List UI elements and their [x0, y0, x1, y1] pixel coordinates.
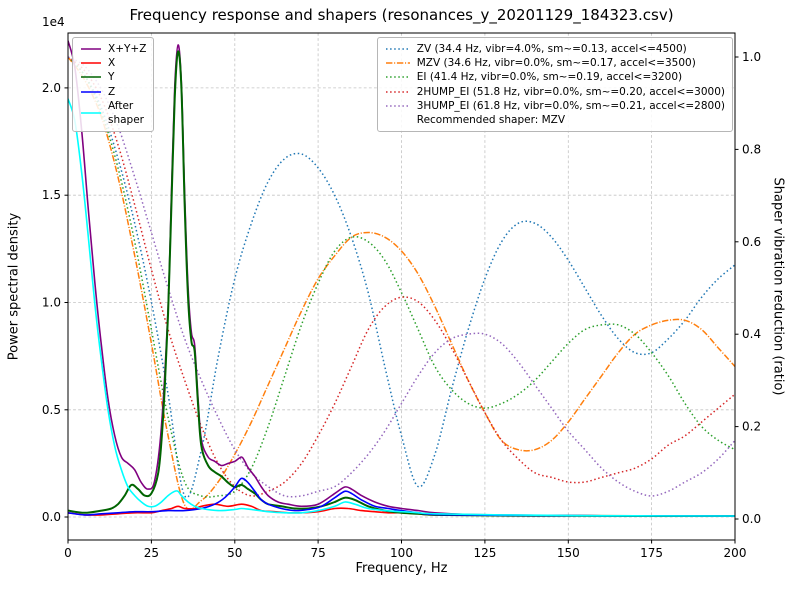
curve-ei	[68, 56, 735, 498]
curve-3hump-ei	[68, 56, 735, 498]
y-left-tick-label: 2.0	[42, 81, 61, 95]
legend-item-3hump-ei: 3HUMP_EI (61.8 Hz, vibr=0.0%, sm~=0.21, …	[385, 99, 725, 113]
legend-line-swatch	[81, 62, 101, 65]
legend-label: 2HUMP_EI (51.8 Hz, vibr=0.0%, sm~=0.20, …	[416, 85, 725, 98]
curve-x-y-z	[68, 40, 735, 517]
shaper-legend: ZV (34.4 Hz, vibr=4.0%, sm~=0.13, accel<…	[376, 37, 733, 133]
x-tick-label: 100	[390, 546, 413, 560]
curve-mzv	[68, 56, 735, 511]
legend-item-after-shaper: After shaper	[80, 99, 146, 127]
chart-title: Frequency response and shapers (resonanc…	[129, 6, 674, 24]
legend-line-swatch	[81, 112, 101, 114]
legend-label: After shaper	[108, 99, 145, 126]
legend-line-swatch	[81, 90, 101, 93]
y-right-tick-label: 0.0	[742, 512, 761, 526]
right-axis-label: Shaper vibration reduction (ratio)	[770, 177, 786, 396]
left-axis-label: Power spectral density	[6, 212, 22, 361]
legend-item-ei: EI (41.4 Hz, vibr=0.0%, sm~=0.19, accel<…	[385, 70, 725, 84]
legend-label: Z	[108, 85, 116, 98]
legend-item-x-y-z: X+Y+Z	[80, 42, 146, 56]
x-tick-label: 0	[64, 546, 72, 560]
x-tick-label: 50	[227, 546, 242, 560]
legend-item-x: X	[80, 56, 146, 70]
y-left-tick-label: 1.5	[42, 188, 61, 202]
x-tick-label: 200	[724, 546, 747, 560]
left-axis-offset-label: 1e4	[42, 15, 65, 29]
y-right-tick-label: 0.8	[742, 142, 761, 156]
legend-label: X+Y+Z	[108, 43, 147, 55]
legend-label: 3HUMP_EI (61.8 Hz, vibr=0.0%, sm~=0.21, …	[416, 99, 725, 112]
x-tick-label: 75	[310, 546, 325, 560]
curves	[68, 40, 735, 518]
legend-item-2hump-ei: 2HUMP_EI (51.8 Hz, vibr=0.0%, sm~=0.20, …	[385, 85, 725, 99]
legend-item-mzv: MZV (34.6 Hz, vibr=0.0%, sm~=0.17, accel…	[385, 56, 725, 70]
y-left-tick-label: 0.5	[42, 403, 61, 417]
legend-label: MZV (34.6 Hz, vibr=0.0%, sm~=0.17, accel…	[416, 57, 696, 70]
x-tick-label: 25	[144, 546, 159, 560]
curve-zv	[68, 56, 735, 499]
curve-y	[68, 50, 735, 518]
y-left-tick-label: 1.0	[42, 296, 61, 310]
legend-label: Recommended shaper: MZV	[416, 113, 566, 126]
legend-item-z: Z	[80, 85, 146, 99]
legend-label: Y	[108, 71, 115, 84]
curve-2hump-ei	[68, 56, 735, 497]
legend-line-swatch	[81, 76, 101, 79]
legend-line-swatch	[385, 62, 410, 65]
legend-label: X	[108, 57, 116, 70]
y-right-tick-label: 0.2	[742, 420, 761, 434]
legend-line-swatch	[385, 104, 410, 107]
curve-after-shaper	[68, 98, 735, 517]
y-right-tick-label: 0.6	[742, 235, 761, 249]
legend-line-swatch	[385, 90, 410, 93]
y-right-tick-label: 0.4	[742, 327, 761, 341]
psd-legend: X+Y+Z X Y Z After shaper	[72, 37, 155, 133]
y-left-tick-label: 0.0	[42, 510, 61, 524]
legend-item-y: Y	[80, 70, 146, 84]
y-right-tick-label: 1.0	[742, 50, 761, 64]
x-tick-label: 150	[557, 546, 580, 560]
x-tick-label: 175	[640, 546, 663, 560]
legend-line-swatch	[385, 76, 410, 79]
legend-item-zv: ZV (34.4 Hz, vibr=4.0%, sm~=0.13, accel<…	[385, 42, 725, 56]
axis-ticks: 0 25 50 75 100 125 150 175 200 0.0 0.5 1.0 1.5 2.0 0.0…	[42, 50, 761, 560]
x-axis-label: Frequency, Hz	[355, 561, 448, 576]
legend-line-swatch	[385, 48, 410, 50]
legend-label: ZV (34.4 Hz, vibr=4.0%, sm~=0.13, accel<…	[416, 43, 687, 55]
legend-line-swatch	[81, 48, 101, 50]
recommended-shaper-label: Recommended shaper: MZV	[417, 113, 725, 127]
legend-label: EI (41.4 Hz, vibr=0.0%, sm~=0.19, accel<…	[416, 71, 683, 84]
x-tick-label: 125	[473, 546, 496, 560]
